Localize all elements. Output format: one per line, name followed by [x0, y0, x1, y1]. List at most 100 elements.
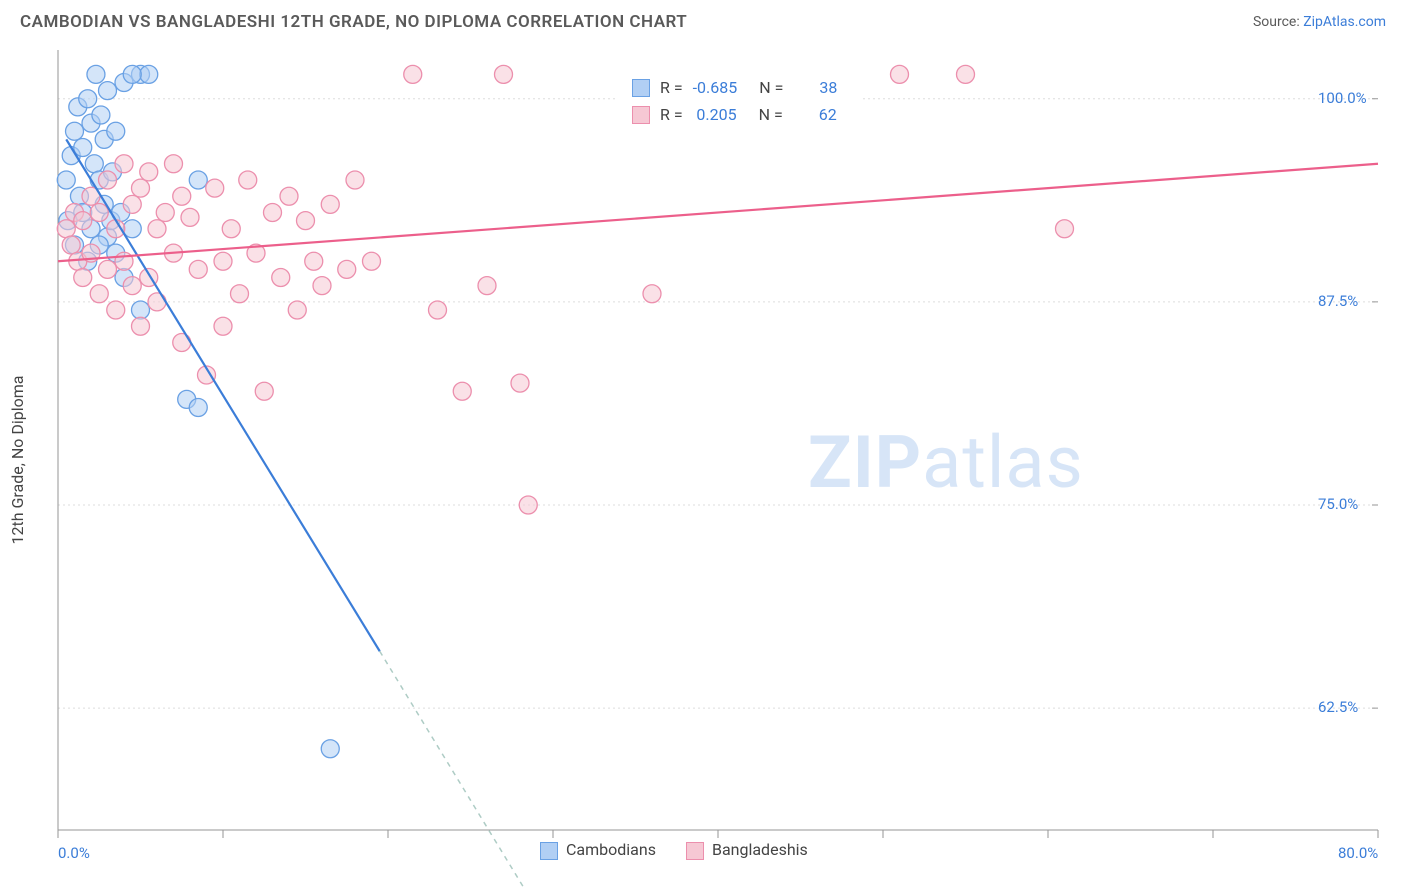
data-point — [115, 155, 133, 173]
data-point — [123, 277, 141, 295]
data-point — [57, 220, 75, 238]
data-point — [429, 301, 447, 319]
data-point — [305, 252, 323, 270]
legend-swatch-icon — [632, 106, 650, 124]
trend-line — [66, 139, 380, 651]
data-point — [148, 220, 166, 238]
data-point — [66, 122, 84, 140]
data-point — [62, 236, 80, 254]
legend-stat-row: R = -0.685 N = 38 — [632, 74, 849, 101]
data-point — [280, 187, 298, 205]
data-point — [74, 139, 92, 157]
chart-header: CAMBODIAN VS BANGLADESHI 12TH GRADE, NO … — [0, 0, 1406, 40]
data-point — [495, 65, 513, 83]
legend-swatch-icon — [686, 842, 704, 860]
data-point — [519, 496, 537, 514]
data-point — [90, 204, 108, 222]
data-point — [222, 220, 240, 238]
data-point — [189, 399, 207, 417]
data-point — [132, 301, 150, 319]
legend-swatch-icon — [540, 842, 558, 860]
data-point — [297, 212, 315, 230]
n-value: 38 — [793, 74, 849, 101]
data-point — [87, 65, 105, 83]
data-point — [363, 252, 381, 270]
data-point — [140, 65, 158, 83]
data-point — [107, 301, 125, 319]
source-prefix: Source: — [1253, 14, 1303, 30]
data-point — [148, 293, 166, 311]
data-point — [99, 82, 117, 100]
r-label: R = — [660, 101, 683, 128]
data-point — [478, 277, 496, 295]
data-point — [264, 204, 282, 222]
chart-title: CAMBODIAN VS BANGLADESHI 12TH GRADE, NO … — [20, 12, 687, 32]
data-point — [181, 208, 199, 226]
data-point — [85, 155, 103, 173]
data-point — [79, 90, 97, 108]
data-point — [313, 277, 331, 295]
legend-item: Cambodians — [540, 840, 656, 860]
data-point — [74, 269, 92, 287]
data-point — [643, 285, 661, 303]
y-tick-label: 75.0% — [1318, 495, 1358, 513]
data-point — [288, 301, 306, 319]
data-point — [214, 252, 232, 270]
data-point — [123, 195, 141, 213]
data-point — [189, 171, 207, 189]
chart-area: 12th Grade, No Diploma 0.0% 80.0% 62.5% 75.… — [0, 40, 1406, 890]
n-label: N = — [759, 101, 783, 128]
series-legend: Cambodians Bangladeshis — [540, 840, 808, 860]
r-label: R = — [660, 74, 683, 101]
data-point — [321, 195, 339, 213]
n-label: N = — [759, 74, 783, 101]
data-point — [189, 260, 207, 278]
r-value: -0.685 — [693, 74, 750, 101]
data-point — [239, 171, 257, 189]
data-point — [107, 122, 125, 140]
data-point — [57, 171, 75, 189]
x-tick-label: 80.0% — [1338, 844, 1378, 862]
source-attribution: Source: ZipAtlas.com — [1253, 14, 1386, 30]
legend-label: Cambodians — [566, 840, 656, 859]
data-point — [338, 260, 356, 278]
data-point — [90, 285, 108, 303]
data-point — [132, 317, 150, 335]
y-tick-label: 100.0% — [1318, 89, 1367, 107]
data-point — [165, 155, 183, 173]
data-point — [99, 260, 117, 278]
legend-label: Bangladeshis — [712, 840, 808, 859]
trend-line-extrapolated — [380, 651, 529, 890]
data-point — [957, 65, 975, 83]
data-point — [404, 65, 422, 83]
data-point — [272, 269, 290, 287]
data-point — [453, 382, 471, 400]
n-value: 62 — [793, 101, 849, 128]
data-point — [74, 212, 92, 230]
data-point — [206, 179, 224, 197]
data-point — [99, 171, 117, 189]
correlation-legend: R = -0.685 N = 38 R = 0.205 N = 62 — [618, 68, 863, 134]
data-point — [255, 382, 273, 400]
legend-item: Bangladeshis — [686, 840, 808, 860]
legend-stat-row: R = 0.205 N = 62 — [632, 101, 849, 128]
data-point — [132, 179, 150, 197]
source-link[interactable]: ZipAtlas.com — [1303, 14, 1386, 30]
y-axis-title: 12th Grade, No Diploma — [8, 376, 27, 545]
data-point — [173, 187, 191, 205]
data-point — [156, 204, 174, 222]
data-point — [511, 374, 529, 392]
data-point — [891, 65, 909, 83]
data-point — [92, 106, 110, 124]
x-tick-label: 0.0% — [58, 844, 90, 862]
data-point — [214, 317, 232, 335]
y-tick-label: 62.5% — [1318, 698, 1358, 716]
r-value: 0.205 — [693, 101, 749, 128]
data-point — [1056, 220, 1074, 238]
scatter-chart — [0, 40, 1406, 890]
data-point — [231, 285, 249, 303]
legend-swatch-icon — [632, 79, 650, 97]
data-point — [140, 163, 158, 181]
y-tick-label: 87.5% — [1318, 292, 1358, 310]
data-point — [346, 171, 364, 189]
